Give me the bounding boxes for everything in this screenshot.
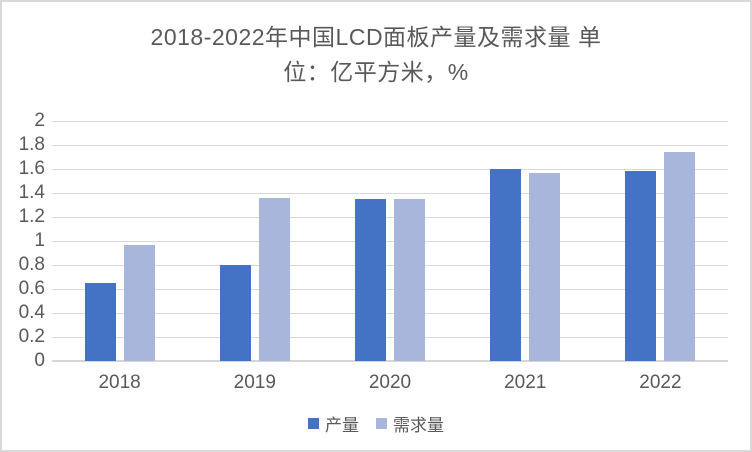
bar-需求量-2018: [123, 244, 155, 361]
x-tick-label: 2020: [368, 372, 412, 393]
bar-产量-2018: [84, 283, 116, 361]
chart-title-line1: 2018-2022年中国LCD面板产量及需求量 单: [150, 24, 602, 50]
y-tick-label: 1.6: [18, 158, 45, 179]
gridline: [52, 144, 728, 146]
gridline: [52, 264, 728, 266]
bar-需求量-2021: [529, 172, 561, 361]
bar-产量-2022: [625, 171, 657, 361]
bar-产量-2021: [490, 169, 522, 361]
bar-需求量-2019: [258, 197, 290, 361]
y-tick-label: 0.2: [18, 326, 45, 347]
legend: 产量 需求量: [2, 411, 750, 436]
y-tick-label: 0.8: [18, 254, 45, 275]
legend-item-产量: 产量: [308, 411, 359, 436]
bar-需求量-2022: [664, 152, 696, 361]
gridline: [52, 288, 728, 290]
chart-title-line2: 位：亿平方米，%: [283, 59, 469, 85]
legend-item-需求量: 需求量: [376, 411, 444, 436]
x-axis-baseline: [52, 360, 728, 362]
y-tick-label: 1.4: [18, 182, 45, 203]
legend-swatch-icon: [376, 418, 387, 429]
x-tick-label: 2021: [504, 372, 547, 393]
gridline: [52, 240, 728, 242]
y-tick-label: 1.8: [18, 134, 45, 155]
y-tick-label: 1: [34, 230, 45, 251]
y-tick-label: 0: [34, 350, 45, 371]
y-tick-label: 0.4: [18, 302, 45, 323]
gridline: [52, 312, 728, 314]
chart-title: 2018-2022年中国LCD面板产量及需求量 单 位：亿平方米，%: [2, 20, 750, 90]
bar-group-2021: [458, 121, 593, 361]
gridline: [52, 120, 728, 122]
bar-group-2018: [52, 121, 187, 361]
y-tick-label: 0.6: [18, 278, 45, 299]
plot-area: 0 0.2 0.4 0.6 0.8 1 1.2 1.4 1.6 1.8 2 2018 2019 2020…: [19, 111, 728, 393]
bar-group-2019: [187, 121, 322, 361]
gridline: [52, 168, 728, 170]
bar-需求量-2020: [394, 199, 425, 361]
gridline: [52, 192, 728, 194]
y-tick-label: 1.2: [18, 206, 45, 227]
y-tick-label: 2: [34, 110, 45, 131]
gridline: [52, 216, 728, 218]
bar-groups: [52, 121, 728, 361]
legend-label: 需求量: [393, 416, 444, 435]
bar-产量-2020: [355, 199, 386, 361]
gridline: [52, 336, 728, 338]
x-tick-label: 2019: [233, 372, 276, 393]
legend-label: 产量: [325, 416, 359, 435]
x-tick-label: 2022: [639, 372, 682, 393]
bar-group-2022: [593, 121, 728, 361]
x-axis-labels: 2018 2019 2020 2021 2022: [52, 372, 728, 394]
legend-swatch-icon: [308, 418, 319, 429]
bar-产量-2019: [219, 265, 251, 361]
bar-group-2020: [322, 121, 457, 361]
x-tick-label: 2018: [98, 372, 141, 393]
